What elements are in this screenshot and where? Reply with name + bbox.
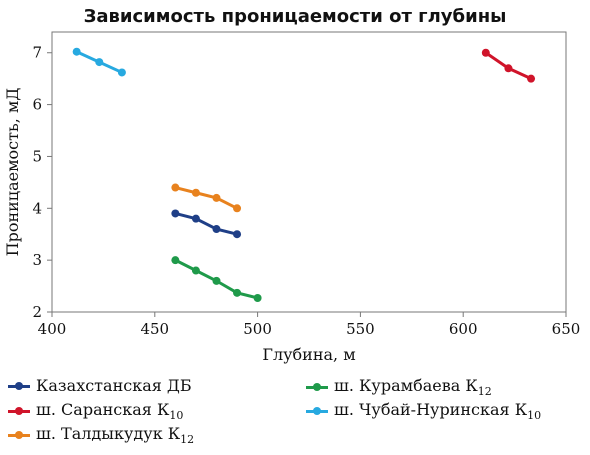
legend-subscript: 10 [169,409,184,423]
data-point [191,188,200,197]
legend-label: ш. Саранская К10 [36,400,183,422]
data-point [171,256,180,265]
legend-item: Казахстанская ДБ [8,376,192,395]
y-tick-label: 6 [32,96,42,114]
legend-name: ш. Чубай-Нуринская К [334,400,528,419]
legend-name: ш. Талдыкудук К [36,424,181,443]
data-point [171,209,180,218]
legend-item: ш. Саранская К10 [8,400,183,422]
legend-item: ш. Чубай-Нуринская К10 [306,400,541,422]
series-4 [72,47,126,77]
y-tick-label: 3 [32,251,42,269]
legend-label: ш. Курамбаева К12 [334,376,492,398]
series-line [174,186,238,210]
x-tick-label: 500 [243,320,272,338]
data-point [212,193,221,202]
data-point [72,47,81,56]
legend-name: ш. Курамбаева К [334,376,478,395]
legend-item: ш. Курамбаева К12 [306,376,492,398]
data-point [117,68,126,77]
x-tick-label: 450 [140,320,169,338]
y-axis-label: Проницаемость, мД [3,88,22,257]
y-ticks: 2 3 4 5 6 7 [32,44,52,321]
data-point [233,288,242,297]
x-axis-label: Глубина, м [262,345,355,364]
data-point [233,204,242,213]
data-point [212,276,221,285]
data-point [95,58,104,67]
series-3 [171,256,262,302]
legend-label: ш. Чубай-Нуринская К10 [334,400,541,422]
data-point [481,48,490,57]
series-2 [171,183,242,213]
legend-subscript: 10 [527,409,542,423]
data-point [171,183,180,192]
y-tick-label: 7 [32,44,42,62]
series-1 [481,48,536,83]
x-ticks: 400 450 500 550 600 650 [38,312,581,338]
chart-title: Зависимость проницаемости от глубины [83,6,507,27]
legend-name: Казахстанская ДБ [36,376,192,395]
data-point [527,74,536,83]
series-line [174,212,238,236]
legend-name: ш. Саранская К [36,400,170,419]
x-tick-label: 400 [38,320,67,338]
legend-swatch [8,405,30,417]
plot-area: 400 450 500 550 600 650 2 3 4 5 6 7 Глубина, м Про… [3,31,581,364]
x-tick-label: 650 [552,320,581,338]
legend-label: ш. Талдыкудук К12 [36,424,194,446]
legend-subscript: 12 [477,385,492,399]
series-0 [171,209,242,239]
data-point [233,230,242,239]
series-group [72,47,536,302]
legend: Казахстанская ДБ ш. Курамбаева К12 ш. Сара… [0,372,590,452]
legend-swatch [306,405,328,417]
x-tick-label: 550 [346,320,375,338]
y-tick-label: 4 [32,199,42,217]
legend-swatch [306,381,328,393]
legend-swatch [8,429,30,441]
data-point [191,266,200,275]
legend-subscript: 12 [180,433,195,447]
plot-frame [51,31,567,313]
data-point [504,64,513,73]
legend-swatch [8,380,30,392]
data-point [212,225,221,234]
data-point [253,294,262,302]
legend-label: Казахстанская ДБ [36,376,192,395]
x-tick-label: 600 [449,320,478,338]
y-tick-label: 2 [32,303,42,321]
data-point [191,214,200,223]
legend-item: ш. Талдыкудук К12 [8,424,194,446]
y-tick-label: 5 [32,147,42,165]
